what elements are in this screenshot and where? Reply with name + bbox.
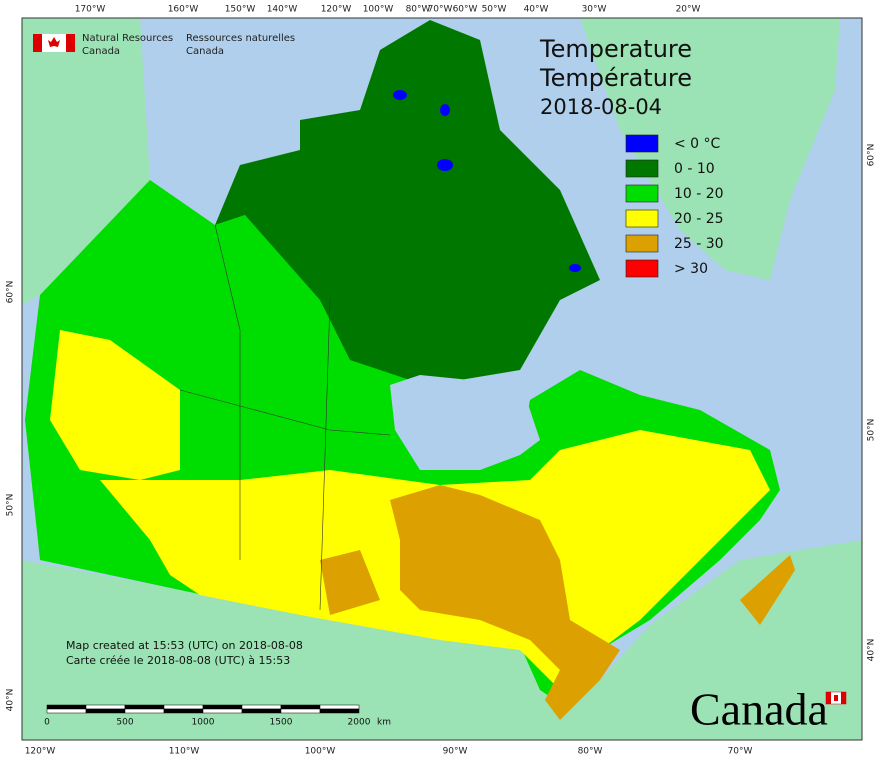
maple-leaf (48, 37, 60, 47)
lat-label: 50°N (867, 419, 877, 442)
scale-segment (280, 708, 321, 714)
scale-label: 1500 (270, 718, 293, 728)
greenland (580, 18, 840, 280)
scale-segment (85, 708, 126, 714)
wordmark-flag (834, 695, 838, 701)
lon-label: 150°W (225, 5, 256, 15)
scale-unit: km (377, 718, 391, 728)
legend-swatch (625, 159, 659, 178)
lon-label: 80°W (578, 747, 603, 757)
org-en: Canada (82, 46, 120, 57)
lon-label: 50°W (482, 5, 507, 15)
legend-label: 10 - 20 (674, 186, 724, 202)
border (179, 389, 391, 436)
scale-segment (280, 704, 321, 710)
scale-segment (202, 708, 243, 714)
scale-segment (46, 708, 87, 714)
scale-segment (241, 704, 282, 710)
legend-label: 25 - 30 (674, 236, 724, 252)
scale-segment (163, 708, 204, 714)
border (214, 224, 241, 560)
scale-segment (319, 708, 360, 714)
lat-label: 40°N (6, 689, 16, 712)
land-band (393, 90, 407, 100)
legend-swatch (625, 234, 659, 253)
lon-label: 160°W (168, 5, 199, 15)
lon-label: 80°W (406, 5, 431, 15)
lon-label: 120°W (25, 747, 56, 757)
land-band (437, 159, 453, 171)
scale-segment (124, 708, 165, 714)
scale-label: 2000 (348, 718, 371, 728)
frame (21, 17, 863, 741)
scale-segment (85, 704, 126, 710)
lon-label: 140°W (267, 5, 298, 15)
lat-label: 50°N (6, 494, 16, 517)
land-band (390, 485, 620, 720)
scale-segment (163, 704, 204, 710)
lon-label: 100°W (363, 5, 394, 15)
flag-right (66, 34, 75, 52)
legend-label: > 30 (674, 261, 708, 277)
lon-label: 70°W (728, 747, 753, 757)
scale-segment (202, 704, 243, 710)
title-fr: Température (539, 64, 692, 92)
legend-label: 0 - 10 (674, 161, 715, 177)
legend-label: < 0 °C (674, 136, 721, 152)
lon-label: 60°W (453, 5, 478, 15)
land-band (440, 104, 450, 116)
legend-swatch (625, 259, 659, 278)
lat-label: 60°N (867, 144, 877, 167)
org-fr: Ressources naturelles (186, 33, 295, 44)
scale-segment (46, 704, 87, 710)
lon-label: 100°W (305, 747, 336, 757)
lon-label: 70°W (428, 5, 453, 15)
lon-label: 120°W (321, 5, 352, 15)
border (319, 299, 331, 611)
scale-label: 500 (116, 718, 133, 728)
alaska (22, 18, 150, 305)
lon-label: 90°W (443, 747, 468, 757)
org-fr: Canada (186, 46, 224, 57)
flag-left (33, 34, 42, 52)
lon-label: 40°W (524, 5, 549, 15)
wordmark-flag (841, 692, 846, 704)
credit: Map created at 15:53 (UTC) on 2018-08-08 (66, 639, 303, 652)
scale-segment (124, 704, 165, 710)
legend-swatch (625, 184, 659, 203)
legend-swatch (625, 209, 659, 228)
usa (22, 540, 862, 740)
lat-label: 60°N (6, 281, 16, 304)
lon-label: 20°W (676, 5, 701, 15)
land-band (569, 264, 581, 272)
title-date: 2018-08-04 (540, 95, 662, 119)
legend-label: 20 - 25 (674, 211, 724, 227)
org-en: Natural Resources (82, 33, 173, 44)
lat-label: 40°N (867, 639, 877, 662)
lon-label: 30°W (582, 5, 607, 15)
lon-label: 170°W (75, 5, 106, 15)
credit: Carte créée le 2018-08-08 (UTC) à 15:53 (66, 654, 290, 667)
land-band (50, 330, 180, 480)
scale-segment (319, 704, 360, 710)
scale-segment (241, 708, 282, 714)
scale-label: 0 (44, 718, 50, 728)
title-en: Temperature (539, 35, 692, 63)
land-band (215, 20, 600, 380)
wordmark: Canada (690, 684, 828, 735)
wordmark-flag (826, 692, 831, 704)
scale-label: 1000 (192, 718, 215, 728)
land-band (320, 550, 380, 615)
hudson-bay (390, 375, 540, 470)
land-band (740, 555, 795, 625)
legend-swatch (625, 134, 659, 153)
lon-label: 110°W (169, 747, 200, 757)
